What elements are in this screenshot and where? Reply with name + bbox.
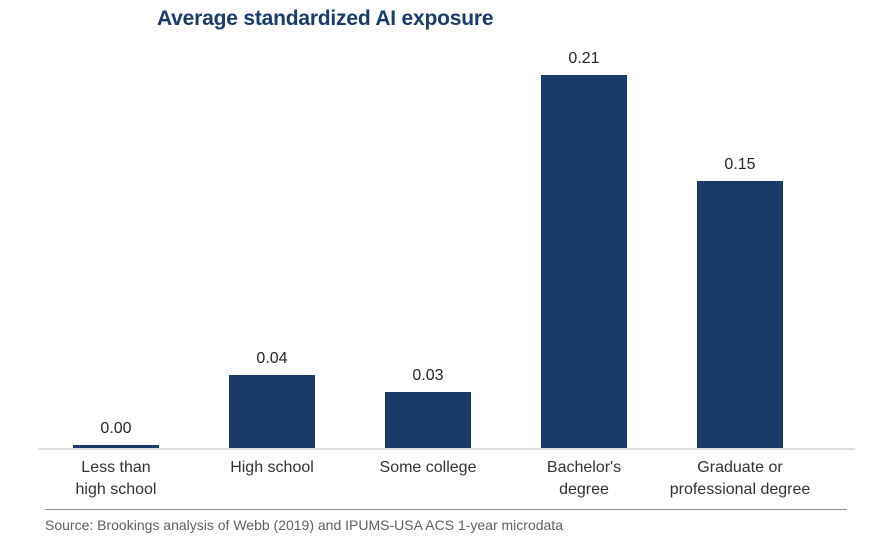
category-label: Bachelor's degree (546, 459, 622, 498)
source-note: Source: Brookings analysis of Webb (2019… (45, 517, 563, 533)
bar (541, 75, 627, 449)
bars-row: 0.00 0.04 0.03 0.21 0.15 (38, 0, 818, 449)
bar-group: 0.04 (194, 0, 350, 449)
bar-value-label: 0.21 (568, 50, 600, 68)
bar-value-label: 0.15 (724, 156, 756, 173)
bar-value-label: 0.04 (256, 349, 288, 367)
bar-group: 0.03 (350, 0, 506, 449)
category-label: Graduate or professional degree (669, 459, 811, 498)
footer-divider (45, 509, 847, 510)
bar (229, 374, 315, 449)
x-axis-line (38, 448, 855, 450)
bar-group: 0.15 (662, 0, 818, 449)
category-label: Some college (379, 459, 477, 476)
chart-title: Average standardized AI exposure (157, 7, 494, 30)
bar (697, 181, 783, 449)
bar-value-label: 0.03 (412, 367, 444, 385)
category-label: High school (230, 459, 314, 476)
category-label: Less than high school (75, 459, 157, 498)
bar-group: 0.00 (38, 0, 194, 449)
bar (73, 445, 159, 449)
bar-group: 0.21 (506, 0, 662, 449)
bar-value-label: 0.00 (100, 420, 132, 437)
bar (385, 392, 471, 449)
category-labels-row: Less than high school High school Some col… (38, 457, 818, 501)
